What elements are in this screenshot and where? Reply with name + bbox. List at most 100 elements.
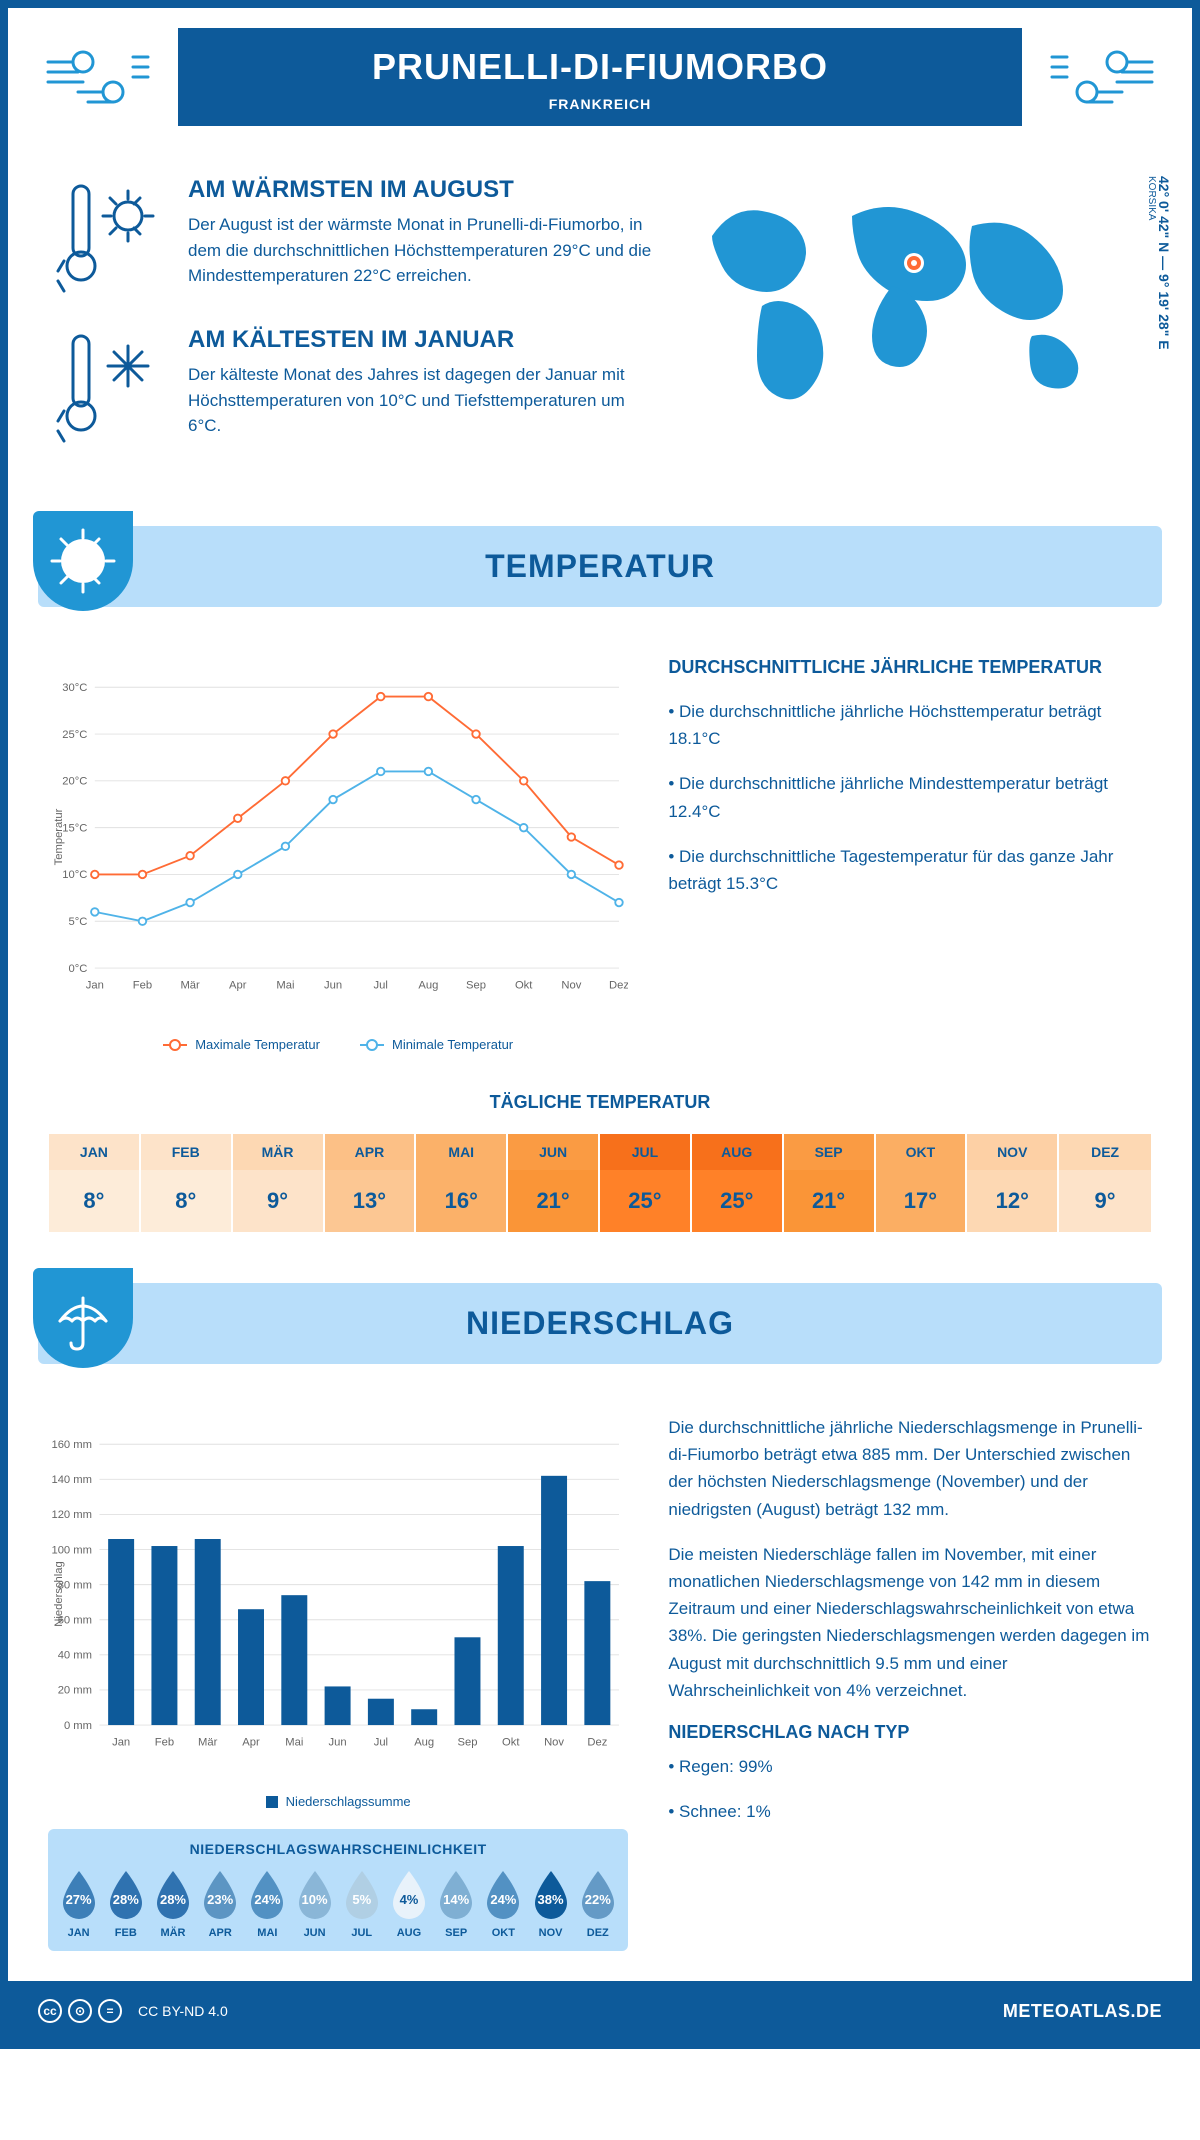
svg-text:Dez: Dez bbox=[587, 1737, 607, 1749]
precip-banner: NIEDERSCHLAG bbox=[38, 1283, 1162, 1364]
precip-type-2: • Schnee: 1% bbox=[668, 1798, 1152, 1825]
temp-cell: JAN 8° bbox=[49, 1134, 141, 1232]
temp-info-1: • Die durchschnittliche jährliche Höchst… bbox=[668, 698, 1152, 752]
legend-min: Minimale Temperatur bbox=[360, 1037, 513, 1052]
svg-text:140 mm: 140 mm bbox=[51, 1474, 92, 1486]
precip-text-1: Die durchschnittliche jährliche Niedersc… bbox=[668, 1414, 1152, 1523]
svg-text:10°C: 10°C bbox=[62, 869, 87, 881]
license-text: CC BY-ND 4.0 bbox=[138, 2003, 228, 2019]
daily-temp-section: TÄGLICHE TEMPERATUR JAN 8° FEB 8° MÄR 9°… bbox=[8, 1082, 1192, 1263]
temp-banner: TEMPERATUR bbox=[38, 526, 1162, 607]
svg-text:Temperatur: Temperatur bbox=[53, 808, 65, 865]
temperature-chart: 0°C5°C10°C15°C20°C25°C30°CJanFebMärAprMa… bbox=[48, 657, 628, 1017]
svg-text:20 mm: 20 mm bbox=[58, 1685, 92, 1697]
warm-summary: AM WÄRMSTEN IM AUGUST Der August ist der… bbox=[48, 176, 662, 296]
header: PRUNELLI-DI-FIUMORBO FRANKREICH bbox=[8, 8, 1192, 146]
precip-type-1: • Regen: 99% bbox=[668, 1753, 1152, 1780]
drop-cell: 22% DEZ bbox=[575, 1869, 620, 1939]
precip-section-title: NIEDERSCHLAG bbox=[60, 1305, 1140, 1342]
daily-temp-title: TÄGLICHE TEMPERATUR bbox=[48, 1092, 1152, 1113]
summary-section: AM WÄRMSTEN IM AUGUST Der August ist der… bbox=[8, 146, 1192, 506]
svg-text:100 mm: 100 mm bbox=[51, 1544, 92, 1556]
temp-cell: FEB 8° bbox=[141, 1134, 233, 1232]
coordinates: 42° 0' 42" N — 9° 19' 28" E bbox=[1156, 176, 1172, 350]
thermometer-snow-icon bbox=[48, 326, 168, 446]
page-title: PRUNELLI-DI-FIUMORBO bbox=[198, 46, 1002, 88]
temp-section: 0°C5°C10°C15°C20°C25°C30°CJanFebMärAprMa… bbox=[8, 627, 1192, 1082]
drop-cell: 28% MÄR bbox=[150, 1869, 195, 1939]
warm-text: Der August ist der wärmste Monat in Prun… bbox=[188, 212, 662, 289]
svg-text:Sep: Sep bbox=[457, 1737, 477, 1749]
svg-text:Dez: Dez bbox=[609, 980, 628, 992]
temp-section-title: TEMPERATUR bbox=[60, 548, 1140, 585]
world-map: KORSIKA 42° 0' 42" N — 9° 19' 28" E bbox=[692, 176, 1152, 476]
warm-title: AM WÄRMSTEN IM AUGUST bbox=[188, 176, 662, 204]
drop-cell: 5% JUL bbox=[339, 1869, 384, 1939]
map-pin-icon bbox=[902, 251, 926, 275]
svg-text:Nov: Nov bbox=[544, 1737, 564, 1749]
temp-info-3: • Die durchschnittliche Tagestemperatur … bbox=[668, 843, 1152, 897]
svg-text:Niederschlag: Niederschlag bbox=[53, 1561, 65, 1626]
svg-text:120 mm: 120 mm bbox=[51, 1509, 92, 1521]
svg-text:Mär: Mär bbox=[180, 980, 200, 992]
svg-text:Feb: Feb bbox=[133, 980, 152, 992]
svg-text:Sep: Sep bbox=[466, 980, 486, 992]
svg-text:30°C: 30°C bbox=[62, 682, 87, 694]
svg-text:0 mm: 0 mm bbox=[64, 1720, 92, 1732]
svg-text:Aug: Aug bbox=[418, 980, 438, 992]
svg-text:Jan: Jan bbox=[112, 1737, 130, 1749]
cold-text: Der kälteste Monat des Jahres ist dagege… bbox=[188, 362, 662, 439]
precipitation-chart: 0 mm20 mm40 mm60 mm80 mm100 mm120 mm140 … bbox=[48, 1414, 628, 1774]
svg-text:Mär: Mär bbox=[198, 1737, 218, 1749]
svg-text:Jul: Jul bbox=[374, 980, 388, 992]
thermometer-sun-icon bbox=[48, 176, 168, 296]
precip-text-2: Die meisten Niederschläge fallen im Nove… bbox=[668, 1541, 1152, 1704]
drop-cell: 4% AUG bbox=[386, 1869, 431, 1939]
temp-cell: MAI 16° bbox=[416, 1134, 508, 1232]
svg-text:Jul: Jul bbox=[374, 1737, 388, 1749]
drop-cell: 24% OKT bbox=[481, 1869, 526, 1939]
svg-text:Jun: Jun bbox=[329, 1737, 347, 1749]
temp-cell: SEP 21° bbox=[784, 1134, 876, 1232]
temp-info-title: DURCHSCHNITTLICHE JÄHRLICHE TEMPERATUR bbox=[668, 657, 1152, 678]
temp-cell: JUN 21° bbox=[508, 1134, 600, 1232]
umbrella-icon bbox=[33, 1268, 133, 1368]
drop-cell: 27% JAN bbox=[56, 1869, 101, 1939]
footer-brand: METEOATLAS.DE bbox=[1003, 2001, 1162, 2022]
precip-type-title: NIEDERSCHLAG NACH TYP bbox=[668, 1722, 1152, 1743]
temp-info-2: • Die durchschnittliche jährliche Mindes… bbox=[668, 770, 1152, 824]
temp-cell: DEZ 9° bbox=[1059, 1134, 1151, 1232]
precip-probability: NIEDERSCHLAGSWAHRSCHEINLICHKEIT 27% JAN … bbox=[48, 1829, 628, 1951]
svg-text:Apr: Apr bbox=[242, 1737, 260, 1749]
svg-text:5°C: 5°C bbox=[68, 916, 87, 928]
drop-cell: 23% APR bbox=[198, 1869, 243, 1939]
svg-text:Mai: Mai bbox=[285, 1737, 303, 1749]
legend-precip: Niederschlagssumme bbox=[266, 1794, 411, 1809]
cold-summary: AM KÄLTESTEN IM JANUAR Der kälteste Mona… bbox=[48, 326, 662, 446]
daily-temp-table: JAN 8° FEB 8° MÄR 9° APR 13° MAI 16° JUN… bbox=[48, 1133, 1152, 1233]
svg-text:160 mm: 160 mm bbox=[51, 1439, 92, 1451]
drop-cell: 24% MAI bbox=[245, 1869, 290, 1939]
svg-text:25°C: 25°C bbox=[62, 729, 87, 741]
wind-icon bbox=[1042, 37, 1162, 117]
precip-prob-title: NIEDERSCHLAGSWAHRSCHEINLICHKEIT bbox=[56, 1841, 620, 1857]
drop-cell: 14% SEP bbox=[434, 1869, 479, 1939]
svg-text:Apr: Apr bbox=[229, 980, 247, 992]
temp-cell: JUL 25° bbox=[600, 1134, 692, 1232]
svg-text:40 mm: 40 mm bbox=[58, 1650, 92, 1662]
svg-text:Mai: Mai bbox=[276, 980, 294, 992]
svg-text:Okt: Okt bbox=[515, 980, 533, 992]
drop-cell: 28% FEB bbox=[103, 1869, 148, 1939]
drop-cell: 38% NOV bbox=[528, 1869, 573, 1939]
temp-cell: OKT 17° bbox=[876, 1134, 968, 1232]
cold-title: AM KÄLTESTEN IM JANUAR bbox=[188, 326, 662, 354]
svg-text:Jun: Jun bbox=[324, 980, 342, 992]
footer: cc ⊙ = CC BY-ND 4.0 METEOATLAS.DE bbox=[8, 1981, 1192, 2041]
map-icon bbox=[692, 176, 1112, 416]
by-icon: ⊙ bbox=[68, 1999, 92, 2023]
temp-cell: MÄR 9° bbox=[233, 1134, 325, 1232]
cc-icon: cc bbox=[38, 1999, 62, 2023]
country-label: FRANKREICH bbox=[198, 96, 1002, 112]
temp-cell: APR 13° bbox=[325, 1134, 417, 1232]
temp-cell: AUG 25° bbox=[692, 1134, 784, 1232]
